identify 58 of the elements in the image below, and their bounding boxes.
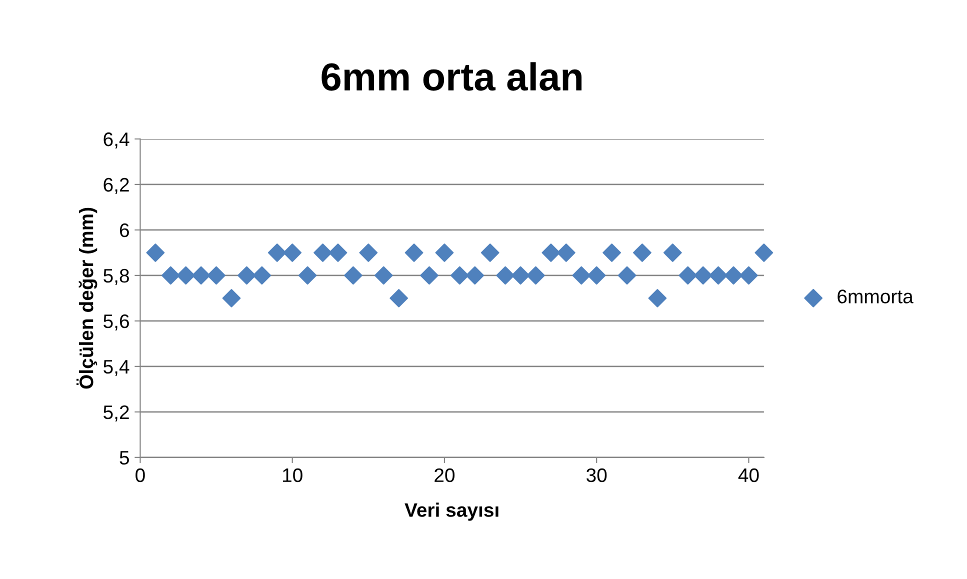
point — [633, 243, 652, 262]
point — [572, 266, 591, 285]
point — [663, 243, 682, 262]
y-tick-label: 5 — [120, 451, 129, 465]
point — [542, 243, 560, 262]
point — [526, 266, 545, 285]
point — [390, 288, 408, 308]
point — [359, 243, 378, 262]
point — [192, 266, 210, 285]
point — [496, 266, 515, 285]
point — [740, 266, 758, 285]
point — [344, 266, 362, 285]
y-tick-label: 6,4 — [104, 132, 130, 148]
x-tick-label: 30 — [586, 468, 607, 482]
x-tick-label: 10 — [283, 468, 302, 482]
y-axis-title: Ölçülen değer (mm) — [76, 208, 98, 389]
point — [709, 266, 728, 285]
point — [724, 266, 743, 285]
point — [694, 266, 712, 285]
point — [420, 266, 438, 285]
x-tick-label: 20 — [434, 468, 455, 482]
point — [176, 266, 196, 285]
point — [404, 243, 424, 262]
point — [161, 266, 180, 285]
y-tick-label: 6 — [120, 223, 129, 238]
point — [252, 266, 272, 285]
point — [480, 243, 500, 262]
point — [587, 266, 606, 285]
y-tick-label: 5,4 — [104, 360, 130, 376]
point — [648, 288, 667, 308]
point — [328, 243, 348, 262]
point — [466, 266, 484, 285]
y-tick-label: 5,8 — [104, 268, 129, 285]
point — [283, 243, 302, 262]
y-tick-label: 5,6 — [104, 314, 129, 330]
y-tick-label: 6,2 — [104, 178, 129, 194]
point — [618, 266, 636, 285]
point — [207, 266, 226, 285]
chart-title: 6mm orta alan — [322, 62, 582, 91]
point — [450, 266, 469, 285]
point — [314, 243, 332, 262]
point — [238, 266, 256, 285]
point — [511, 266, 530, 285]
point — [222, 288, 241, 308]
point — [374, 266, 393, 285]
x-axis-title: Veri sayısı — [404, 502, 498, 521]
point — [146, 243, 165, 262]
legend-label: 6mmorta — [838, 290, 914, 304]
point — [435, 243, 454, 262]
point — [602, 243, 622, 262]
x-tick-label: 40 — [738, 468, 759, 482]
point — [678, 266, 698, 285]
point — [754, 243, 774, 262]
point — [556, 243, 576, 262]
point — [298, 266, 317, 285]
point — [268, 243, 286, 262]
y-tick-label: 5,2 — [104, 405, 129, 422]
x-tick-label: 0 — [136, 468, 145, 482]
